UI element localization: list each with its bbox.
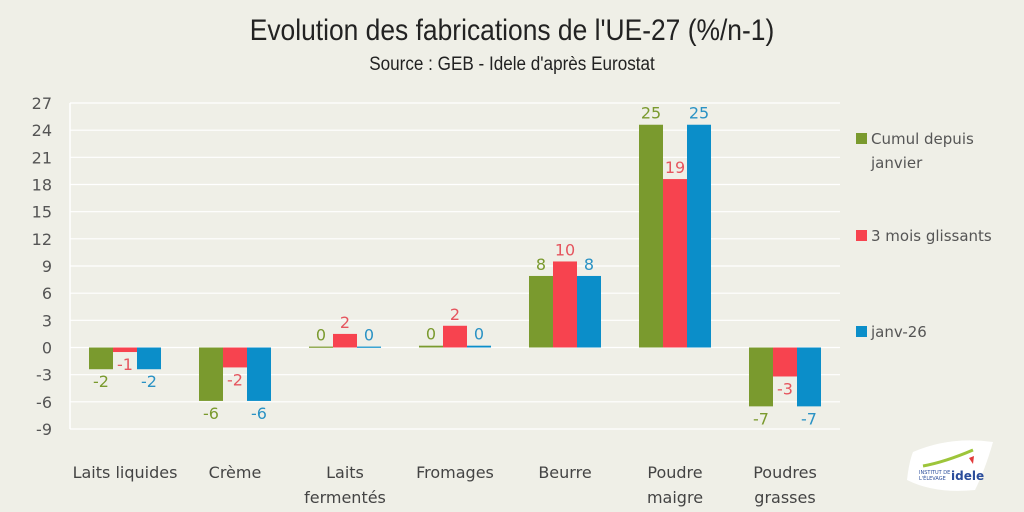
data-label: -2 [227, 370, 243, 389]
y-tick-label: -6 [36, 393, 52, 412]
bar [89, 347, 113, 370]
data-label: 2 [340, 313, 350, 332]
y-tick-label: -9 [36, 420, 52, 439]
bar [223, 347, 247, 368]
logo-text-idele: idele [951, 469, 984, 483]
legend-item-3mois: 3 mois glissants [856, 224, 992, 248]
y-tick-label: 6 [42, 284, 52, 303]
x-tick-label: Laits [326, 463, 364, 482]
x-tick-label: Fromages [416, 463, 494, 482]
y-tick-label: 27 [32, 94, 52, 113]
legend-swatch-cumul [856, 133, 867, 144]
bar [663, 179, 687, 348]
bars [89, 124, 821, 407]
y-tick-label: 12 [32, 230, 52, 249]
bar [113, 347, 137, 353]
legend-swatch-janv26 [856, 326, 867, 337]
x-axis-ticks: Laits liquides Crème Laits fermentés Fromage… [73, 463, 817, 507]
x-tick-label: Laits liquides [73, 463, 178, 482]
data-label: 19 [665, 158, 685, 177]
y-tick-label: 15 [32, 203, 52, 222]
data-label: 0 [474, 325, 484, 344]
bar [309, 346, 333, 348]
idele-logo: INSTITUT DE L'ÉLEVAGE idele [907, 440, 993, 491]
gridlines [69, 102, 840, 430]
data-label: -1 [117, 355, 133, 374]
data-label: 2 [450, 305, 460, 324]
bar [529, 275, 553, 348]
data-label: 25 [689, 104, 709, 123]
data-label: -7 [801, 409, 817, 428]
data-label: 0 [426, 325, 436, 344]
y-tick-label: 21 [32, 148, 52, 167]
logo-swoosh [922, 448, 974, 468]
logo-text-elevage: L'ÉLEVAGE [919, 474, 946, 482]
bar [357, 346, 381, 348]
y-tick-label: -3 [36, 366, 52, 385]
legend-swatch-3mois [856, 230, 867, 241]
x-tick-label: grasses [754, 488, 815, 507]
y-axis-ticks: 27 24 21 18 15 12 9 6 3 0 -3 -6 -9 [32, 94, 52, 439]
bar [199, 347, 223, 401]
x-tick-label: Crème [209, 463, 262, 482]
y-tick-label: 0 [42, 339, 52, 358]
x-tick-label: Beurre [538, 463, 591, 482]
data-label: -7 [753, 409, 769, 428]
bar [553, 261, 577, 348]
data-label: 8 [584, 255, 594, 274]
data-label: -2 [141, 372, 157, 391]
bar [467, 345, 491, 348]
y-tick-label: 24 [32, 121, 52, 140]
data-label: 0 [364, 326, 374, 345]
chart-title: Evolution des fabrications de l'UE-27 (%… [249, 14, 775, 47]
legend-item-janv26: janv-26 [856, 320, 927, 344]
bar [333, 333, 357, 348]
chart-subtitle: Source : GEB - Idele d'après Eurostat [369, 54, 655, 75]
x-tick-label: fermentés [304, 488, 386, 507]
logo-flag [969, 456, 974, 464]
logo-background [907, 440, 993, 491]
bar [419, 345, 443, 348]
bar [639, 124, 663, 348]
legend-label-janv26: janv-26 [871, 323, 927, 341]
data-label: 10 [555, 240, 575, 259]
legend-label-3mois: 3 mois glissants [871, 227, 992, 245]
data-label: 0 [316, 326, 326, 345]
y-tick-label: 18 [32, 176, 52, 195]
bar [443, 325, 467, 348]
data-label: 8 [536, 255, 546, 274]
bar [577, 275, 601, 348]
legend-item-cumul: Cumul depuis janvier [856, 127, 1001, 175]
data-label: -6 [203, 404, 219, 423]
y-tick-label: 3 [42, 311, 52, 330]
bar [749, 347, 773, 407]
logo-text-institut: INSTITUT DE [919, 470, 950, 476]
x-tick-label: Poudre [647, 463, 702, 482]
bar [137, 347, 161, 370]
data-label: 25 [641, 104, 661, 123]
y-tick-label: 9 [42, 257, 52, 276]
x-tick-label: maigre [647, 488, 703, 507]
legend-label-cumul: Cumul depuis janvier [871, 130, 974, 172]
data-label: -3 [777, 379, 793, 398]
data-label: -2 [93, 372, 109, 391]
bar [247, 347, 271, 401]
x-tick-label: Poudres [753, 463, 817, 482]
bar [773, 347, 797, 377]
bar [797, 347, 821, 407]
data-label: -6 [251, 404, 267, 423]
bar [687, 124, 711, 348]
